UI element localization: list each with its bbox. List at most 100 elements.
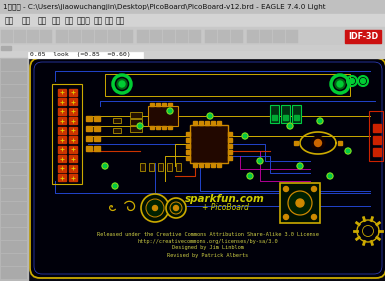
Bar: [186, 150, 190, 154]
Text: IDF-3D: IDF-3D: [348, 32, 378, 41]
Bar: [130, 119, 142, 125]
Circle shape: [288, 191, 312, 215]
Bar: [58, 164, 66, 171]
Bar: [69, 146, 77, 153]
Bar: [373, 124, 381, 132]
Bar: [148, 106, 178, 126]
Bar: [186, 144, 190, 148]
Bar: [58, 155, 66, 162]
Bar: [1, 267, 27, 279]
Bar: [199, 121, 203, 125]
Bar: [1, 59, 27, 71]
Bar: [228, 132, 232, 136]
Bar: [137, 30, 149, 43]
Bar: [69, 164, 77, 171]
Bar: [156, 126, 160, 129]
Bar: [1, 137, 27, 149]
Bar: [105, 74, 350, 96]
Bar: [86, 136, 92, 141]
Bar: [228, 138, 232, 142]
Bar: [211, 121, 215, 125]
Text: 1日测试 - C:\Users\jiaowuchangjin\Desktop\PicoBoard\PicoBoard-v12.brd - EAGLE 7.4.0: 1日测试 - C:\Users\jiaowuchangjin\Desktop\P…: [3, 4, 326, 10]
Bar: [231, 30, 243, 43]
Bar: [86, 126, 92, 131]
Bar: [345, 30, 381, 43]
Bar: [1, 228, 27, 240]
Bar: [58, 117, 66, 124]
Bar: [1, 254, 27, 266]
Bar: [28, 51, 143, 58]
Bar: [186, 138, 190, 142]
Bar: [86, 146, 92, 151]
Bar: [121, 30, 133, 43]
Bar: [338, 141, 342, 145]
Bar: [86, 116, 92, 121]
Bar: [0, 58, 28, 281]
Circle shape: [119, 81, 125, 87]
Circle shape: [152, 205, 157, 210]
Bar: [205, 30, 217, 43]
Bar: [247, 30, 259, 43]
Circle shape: [317, 118, 323, 124]
Circle shape: [137, 123, 143, 129]
Bar: [94, 116, 100, 121]
Bar: [69, 155, 77, 162]
Circle shape: [315, 139, 321, 146]
Bar: [1, 189, 27, 201]
Circle shape: [174, 205, 179, 210]
Bar: [218, 30, 230, 43]
Bar: [189, 30, 201, 43]
Bar: [58, 98, 66, 105]
Bar: [156, 103, 160, 106]
Bar: [130, 126, 142, 132]
Bar: [140, 163, 145, 171]
Circle shape: [350, 78, 355, 83]
Bar: [1, 72, 27, 84]
Circle shape: [311, 214, 316, 219]
Bar: [108, 30, 120, 43]
Bar: [228, 150, 232, 154]
Bar: [1, 98, 27, 110]
Bar: [168, 103, 172, 106]
Text: sparkfun.com: sparkfun.com: [185, 194, 265, 204]
Circle shape: [141, 194, 169, 222]
Circle shape: [327, 173, 333, 179]
Text: 编辑: 编辑: [22, 16, 31, 25]
Bar: [69, 89, 77, 96]
Bar: [162, 103, 166, 106]
Text: 窗口: 窗口: [105, 16, 114, 25]
Text: Revised by Patrick Alberts: Revised by Patrick Alberts: [167, 253, 249, 257]
Text: 帮助: 帮助: [116, 16, 125, 25]
Bar: [69, 108, 77, 114]
Circle shape: [117, 79, 127, 89]
FancyBboxPatch shape: [30, 58, 385, 278]
Circle shape: [242, 133, 248, 139]
Bar: [27, 30, 39, 43]
Circle shape: [283, 187, 288, 191]
Bar: [283, 115, 288, 120]
Bar: [369, 111, 383, 161]
Bar: [228, 144, 232, 148]
Bar: [205, 121, 209, 125]
Bar: [58, 136, 66, 143]
Circle shape: [311, 136, 325, 150]
Bar: [0, 27, 385, 45]
Text: 属性: 属性: [52, 16, 61, 25]
Text: 工具: 工具: [65, 16, 74, 25]
Bar: [294, 115, 299, 120]
Circle shape: [102, 163, 108, 169]
Bar: [1, 241, 27, 253]
Bar: [0, 45, 385, 51]
Bar: [167, 163, 172, 171]
Bar: [69, 174, 77, 181]
Bar: [168, 126, 172, 129]
Bar: [176, 163, 181, 171]
Circle shape: [360, 78, 365, 83]
Bar: [1, 111, 27, 123]
Bar: [270, 105, 279, 123]
Bar: [82, 30, 94, 43]
Bar: [69, 30, 81, 43]
Circle shape: [345, 148, 351, 154]
Bar: [150, 103, 154, 106]
Bar: [113, 118, 121, 123]
